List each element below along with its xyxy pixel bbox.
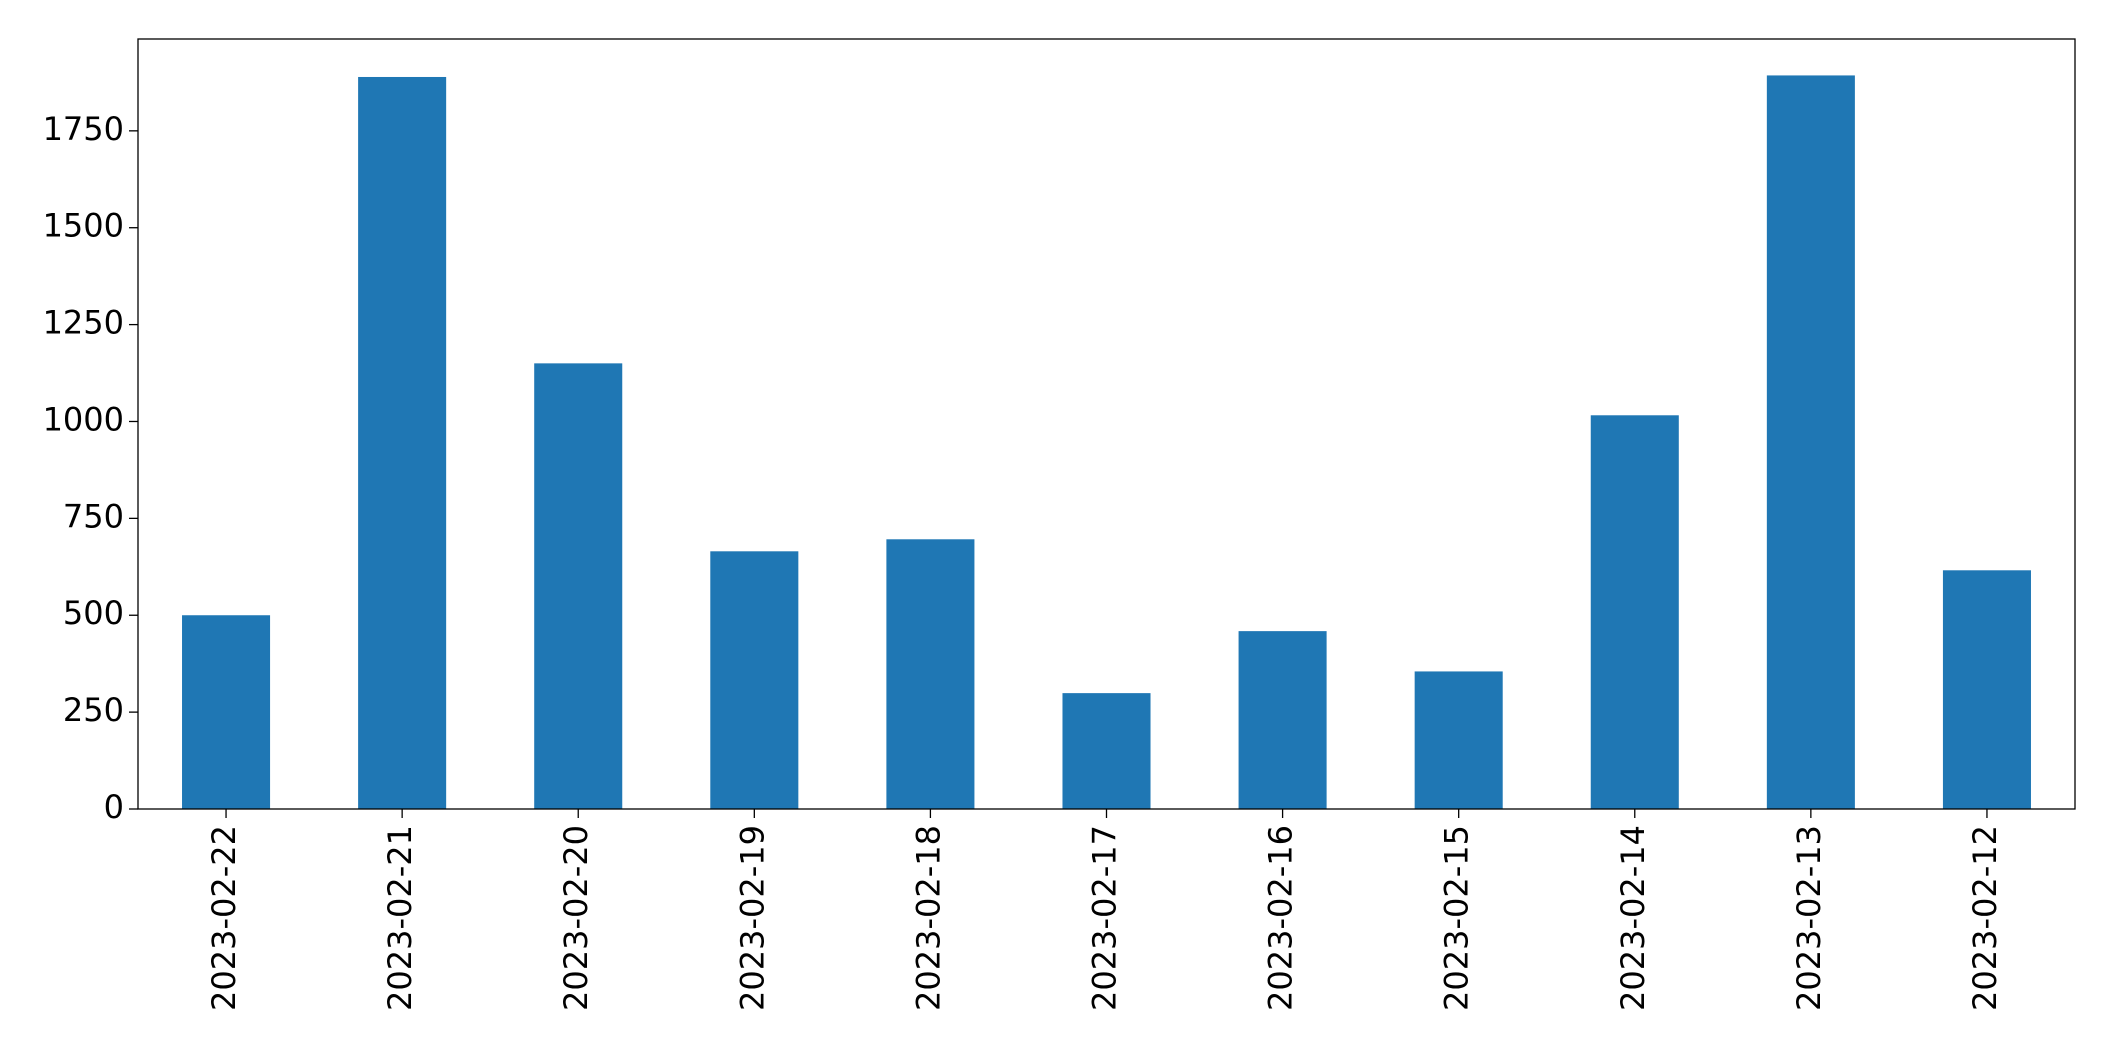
bar	[1942, 570, 2031, 809]
y-tick-label: 1750	[43, 110, 124, 148]
bar	[710, 551, 799, 809]
plot-frame	[137, 38, 2076, 810]
y-tick-label: 1250	[43, 304, 124, 342]
y-tick-label: 250	[63, 691, 124, 729]
x-tick-label: 2023-02-16	[1262, 825, 1300, 1011]
bar	[1062, 693, 1151, 809]
x-tick-label: 2023-02-15	[1438, 825, 1476, 1011]
bar	[1766, 75, 1855, 810]
bar	[1414, 671, 1503, 809]
bar	[534, 363, 623, 809]
x-tick-label: 2023-02-22	[205, 825, 243, 1011]
x-tick-label: 2023-02-19	[733, 825, 771, 1011]
x-tick-label: 2023-02-12	[1966, 825, 2004, 1011]
y-tick-label: 750	[63, 497, 124, 535]
bar	[1238, 631, 1327, 809]
bar	[886, 539, 975, 809]
bar	[182, 615, 271, 809]
x-tick-label: 2023-02-13	[1790, 825, 1828, 1011]
x-tick-label: 2023-02-17	[1086, 825, 1124, 1011]
x-tick-label: 2023-02-14	[1614, 825, 1652, 1011]
y-tick-label: 1000	[43, 400, 124, 438]
x-tick-label: 2023-02-20	[557, 825, 595, 1011]
y-tick-label: 1500	[43, 207, 124, 245]
y-tick-label: 0	[104, 788, 124, 826]
y-tick-label: 500	[63, 594, 124, 632]
x-tick-label: 2023-02-18	[909, 825, 947, 1011]
bar	[1590, 415, 1679, 809]
bar	[358, 76, 447, 809]
x-tick-label: 2023-02-21	[381, 825, 419, 1011]
